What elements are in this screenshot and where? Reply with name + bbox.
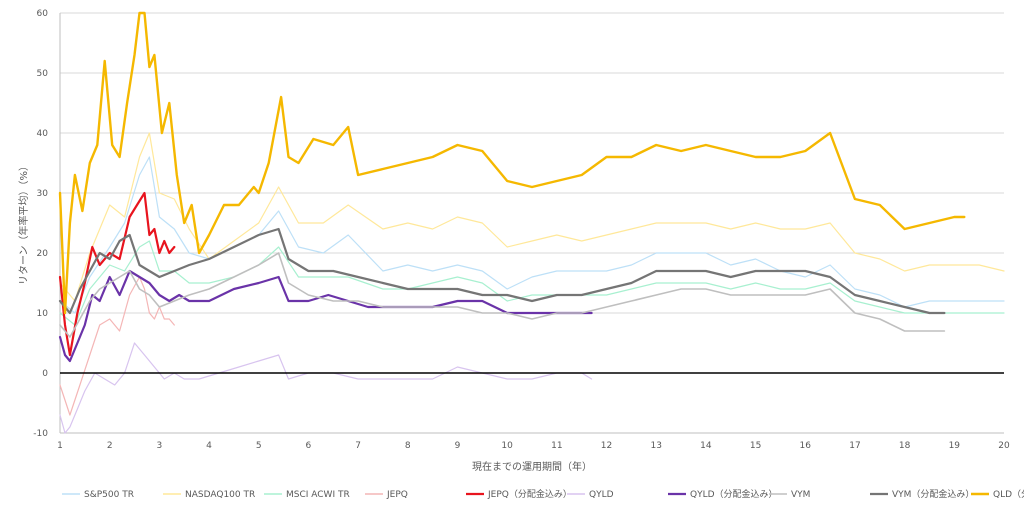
series-line-9 xyxy=(58,11,966,315)
x-tick-label: 1 xyxy=(57,441,63,451)
series-line-8 xyxy=(58,227,946,315)
y-tick-labels: -10 0 10 20 30 40 50 60 xyxy=(33,9,48,439)
x-tick-label: 12 xyxy=(601,441,612,451)
x-tick-label: 10 xyxy=(501,441,513,451)
x-tick-label: 17 xyxy=(849,441,860,451)
x-tick-label: 18 xyxy=(899,441,911,451)
legend-label: QLD（分配金込み） xyxy=(993,488,1024,500)
legend-label: JEPQ xyxy=(386,490,408,500)
y-tick-label: 50 xyxy=(37,69,49,79)
x-tick-label: 3 xyxy=(157,441,163,451)
legend: S&P500 TR NASDAQ100 TR MSCI ACWI TR JEPQ JEP… xyxy=(62,488,1024,500)
legend-label: S&P500 TR xyxy=(84,490,134,500)
x-tick-label: 20 xyxy=(998,441,1010,451)
x-tick-label: 19 xyxy=(949,441,961,451)
axes xyxy=(59,13,1004,434)
x-tick-label: 8 xyxy=(405,441,411,451)
series-line-1 xyxy=(59,132,1005,302)
y-tick-label: 40 xyxy=(37,129,49,139)
series-line-4 xyxy=(58,191,176,357)
x-tick-label: 5 xyxy=(256,441,262,451)
series-line-0 xyxy=(59,156,1005,314)
x-tick-label: 13 xyxy=(650,441,661,451)
y-tick-label: 20 xyxy=(37,249,49,259)
legend-label: JEPQ（分配金込み） xyxy=(487,488,572,500)
series-line-5 xyxy=(59,342,593,434)
y-tick-label: -10 xyxy=(33,429,48,439)
x-tick-label: 4 xyxy=(206,441,212,451)
series-line-2 xyxy=(59,240,1005,326)
legend-label: QYLD xyxy=(589,490,614,500)
x-tick-label: 11 xyxy=(551,441,562,451)
x-tick-label: 9 xyxy=(455,441,461,451)
series-line-7 xyxy=(59,252,946,338)
x-tick-label: 15 xyxy=(750,441,761,451)
y-axis-title: リターン（年率平均）（%） xyxy=(17,161,30,285)
x-tick-label: 6 xyxy=(306,441,312,451)
gridlines xyxy=(60,12,1004,434)
legend-label: MSCI ACWI TR xyxy=(286,490,350,500)
series-line-6 xyxy=(58,269,593,363)
y-tick-label: 10 xyxy=(37,309,49,319)
series-line-3 xyxy=(59,276,175,416)
legend-label: NASDAQ100 TR xyxy=(185,490,255,500)
x-axis-title: 現在までの運用期間（年） xyxy=(472,460,592,473)
legend-label: VYM（分配金込み） xyxy=(892,488,974,500)
y-tick-label: 30 xyxy=(37,189,49,199)
series-group xyxy=(58,11,1005,434)
y-tick-label: 0 xyxy=(42,369,48,379)
x-tick-label: 14 xyxy=(700,441,712,451)
x-tick-label: 16 xyxy=(800,441,812,451)
legend-label: VYM xyxy=(791,490,810,500)
y-tick-label: 60 xyxy=(37,9,49,19)
x-tick-label: 7 xyxy=(355,441,361,451)
x-tick-labels: 1 2 3 4 5 6 7 8 9 10 11 12 13 14 15 16 17 18 19 20 xyxy=(57,441,1010,451)
x-tick-label: 2 xyxy=(107,441,113,451)
legend-label: QYLD（分配金込み） xyxy=(690,488,778,500)
